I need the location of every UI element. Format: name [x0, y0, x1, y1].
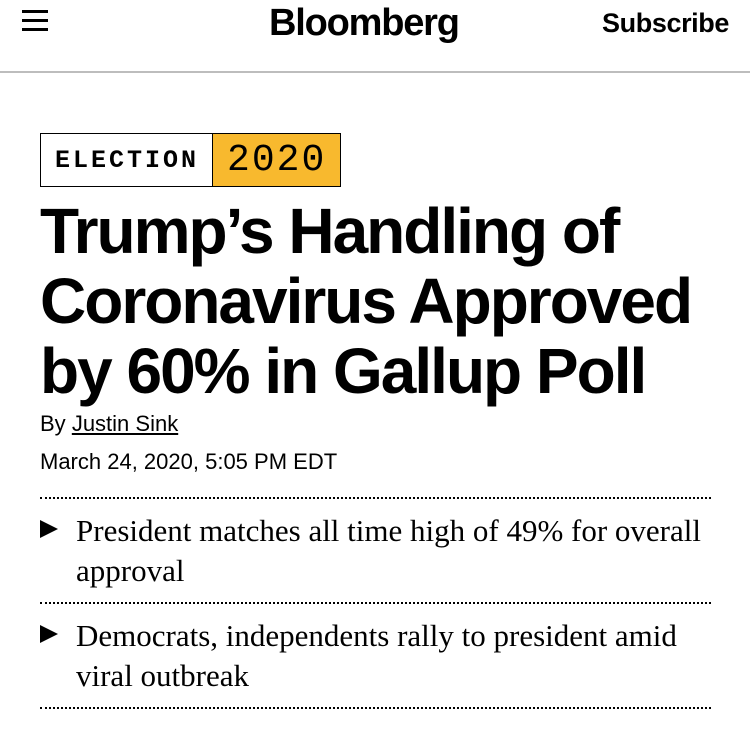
menu-line: [22, 10, 48, 13]
tag-year: 2020: [213, 134, 341, 186]
summary-bullet-text: Democrats, independents rally to preside…: [76, 618, 677, 693]
play-triangle-icon: [40, 520, 58, 538]
summary-bullets: President matches all time high of 49% f…: [40, 497, 711, 709]
hamburger-menu-icon[interactable]: [22, 8, 50, 34]
play-triangle-icon: [40, 625, 58, 643]
author-link[interactable]: Justin Sink: [71, 411, 179, 436]
subscribe-link[interactable]: Subscribe: [602, 8, 729, 38]
election-2020-tag[interactable]: ELECTION 2020: [40, 133, 342, 187]
summary-bullet: President matches all time high of 49% f…: [40, 499, 711, 604]
top-bar: Bloomberg Subscribe: [0, 0, 750, 73]
publish-date: March 24, 2020, 5:05 PM EDT: [40, 449, 338, 474]
tag-word: ELECTION: [41, 134, 214, 186]
byline-prefix: By: [40, 411, 66, 436]
summary-bullet: Democrats, independents rally to preside…: [40, 604, 711, 709]
summary-bullet-text: President matches all time high of 49% f…: [76, 513, 701, 588]
article-headline: Trump’s Handling of Coronavirus Approved…: [40, 195, 693, 407]
menu-line: [22, 19, 48, 22]
menu-line: [22, 28, 48, 31]
byline: By Justin Sink: [40, 410, 178, 438]
bloomberg-logo[interactable]: Bloomberg: [269, 2, 460, 44]
